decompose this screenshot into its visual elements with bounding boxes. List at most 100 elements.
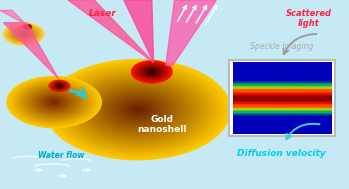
- Circle shape: [19, 31, 29, 37]
- Circle shape: [141, 66, 163, 78]
- Circle shape: [83, 80, 193, 139]
- Circle shape: [53, 83, 65, 89]
- Circle shape: [9, 26, 38, 42]
- Circle shape: [16, 82, 92, 122]
- Circle shape: [66, 71, 209, 148]
- Circle shape: [143, 67, 161, 77]
- Circle shape: [7, 25, 41, 43]
- Circle shape: [18, 31, 29, 37]
- Circle shape: [25, 26, 30, 28]
- Circle shape: [14, 29, 34, 39]
- Circle shape: [20, 32, 28, 36]
- Circle shape: [72, 74, 204, 146]
- Circle shape: [144, 68, 159, 76]
- Circle shape: [47, 60, 229, 159]
- Circle shape: [101, 90, 174, 129]
- Circle shape: [39, 94, 69, 110]
- Circle shape: [100, 89, 176, 130]
- Circle shape: [26, 87, 82, 117]
- Circle shape: [92, 85, 184, 134]
- Circle shape: [151, 71, 153, 72]
- Circle shape: [118, 99, 157, 120]
- Circle shape: [8, 77, 101, 127]
- Circle shape: [38, 93, 70, 111]
- Circle shape: [138, 64, 166, 79]
- Circle shape: [37, 93, 71, 111]
- Circle shape: [99, 88, 177, 131]
- Circle shape: [3, 23, 44, 45]
- Circle shape: [36, 92, 72, 112]
- Circle shape: [117, 98, 159, 121]
- Circle shape: [18, 31, 30, 37]
- Circle shape: [134, 62, 170, 82]
- Circle shape: [125, 103, 151, 117]
- Circle shape: [37, 93, 71, 111]
- Polygon shape: [3, 23, 58, 78]
- Circle shape: [7, 77, 101, 128]
- Circle shape: [131, 106, 144, 113]
- Circle shape: [21, 32, 27, 36]
- Circle shape: [25, 87, 83, 118]
- Circle shape: [132, 61, 172, 83]
- Text: Water flow: Water flow: [38, 151, 84, 160]
- Circle shape: [26, 26, 29, 28]
- Circle shape: [54, 83, 64, 89]
- Circle shape: [20, 32, 27, 36]
- Circle shape: [31, 90, 77, 114]
- Circle shape: [47, 98, 61, 106]
- Circle shape: [124, 102, 152, 117]
- Circle shape: [58, 85, 61, 87]
- Circle shape: [56, 84, 63, 88]
- Circle shape: [49, 62, 227, 158]
- Circle shape: [7, 25, 40, 43]
- Circle shape: [23, 25, 31, 29]
- Circle shape: [23, 25, 31, 29]
- Circle shape: [10, 78, 98, 126]
- Circle shape: [51, 101, 57, 104]
- Polygon shape: [124, 0, 154, 62]
- Circle shape: [14, 80, 95, 124]
- Circle shape: [108, 93, 168, 126]
- Circle shape: [55, 84, 63, 88]
- Circle shape: [114, 97, 161, 122]
- Circle shape: [40, 94, 68, 110]
- Circle shape: [8, 77, 100, 127]
- Circle shape: [12, 28, 35, 40]
- Circle shape: [49, 80, 70, 92]
- Circle shape: [49, 99, 59, 105]
- Circle shape: [82, 79, 194, 140]
- Circle shape: [135, 63, 168, 81]
- Circle shape: [25, 86, 83, 118]
- Circle shape: [8, 26, 39, 43]
- Circle shape: [16, 30, 31, 38]
- Circle shape: [45, 97, 64, 107]
- Circle shape: [20, 84, 88, 120]
- Circle shape: [23, 33, 25, 35]
- Circle shape: [20, 83, 89, 121]
- Circle shape: [14, 29, 34, 40]
- Circle shape: [113, 96, 163, 123]
- Circle shape: [26, 26, 28, 27]
- Circle shape: [13, 28, 35, 40]
- Circle shape: [24, 25, 30, 29]
- Circle shape: [11, 79, 97, 125]
- Circle shape: [21, 33, 26, 35]
- Circle shape: [78, 77, 198, 142]
- Circle shape: [6, 25, 41, 43]
- Circle shape: [26, 26, 28, 27]
- Circle shape: [25, 26, 29, 28]
- Circle shape: [126, 103, 150, 116]
- Circle shape: [42, 96, 66, 108]
- Circle shape: [27, 26, 28, 27]
- Circle shape: [10, 27, 37, 41]
- Circle shape: [54, 64, 221, 155]
- Circle shape: [7, 25, 40, 43]
- Circle shape: [13, 28, 34, 40]
- Circle shape: [55, 84, 64, 88]
- Circle shape: [6, 24, 42, 44]
- Circle shape: [20, 32, 28, 36]
- Circle shape: [142, 67, 161, 77]
- Circle shape: [10, 27, 37, 41]
- Text: Speckle imaging: Speckle imaging: [250, 42, 313, 51]
- Circle shape: [46, 98, 62, 106]
